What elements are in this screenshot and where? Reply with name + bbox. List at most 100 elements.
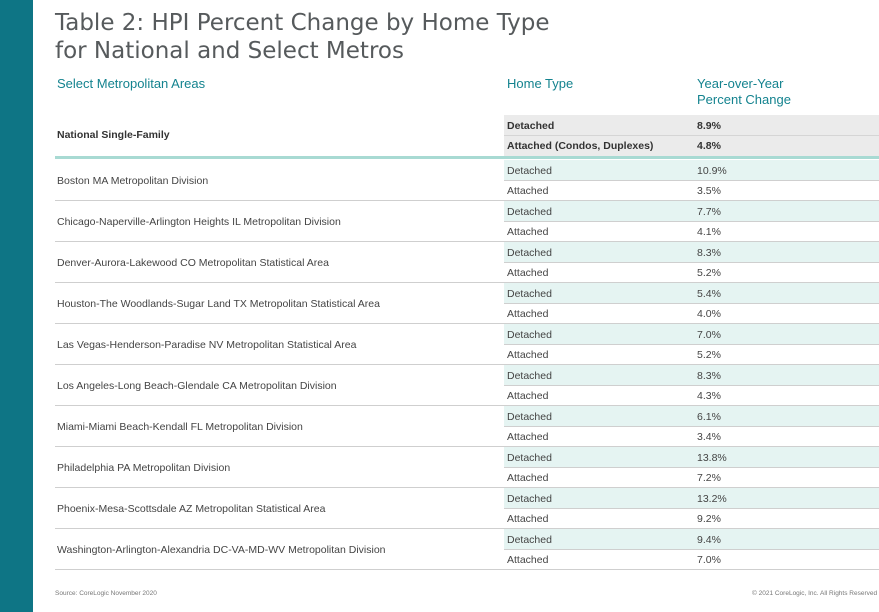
- table-row-group: Houston-The Woodlands-Sugar Land TX Metr…: [55, 283, 879, 324]
- title-line-2: for National and Select Metros: [55, 38, 404, 64]
- attached-value: 4.3%: [697, 390, 721, 402]
- table-row-group: Los Angeles-Long Beach-Glendale CA Metro…: [55, 365, 879, 406]
- attached-type-label: Attached: [507, 267, 549, 279]
- metro-name: Las Vegas-Henderson-Paradise NV Metropol…: [57, 339, 357, 351]
- detached-value: 13.8%: [697, 452, 727, 464]
- detached-value: 13.2%: [697, 493, 727, 505]
- copyright-note: © 2021 CoreLogic, Inc. All Rights Reserv…: [752, 590, 878, 597]
- row-divider: [504, 180, 879, 181]
- metro-name: Washington-Arlington-Alexandria DC-VA-MD…: [57, 544, 386, 556]
- source-note: Source: CoreLogic November 2020: [55, 590, 157, 597]
- detached-value: 10.9%: [697, 165, 727, 177]
- metro-name: Philadelphia PA Metropolitan Division: [57, 462, 231, 474]
- detached-row-shade: [504, 488, 879, 508]
- row-divider: [504, 426, 879, 427]
- column-header-yoy-line-2: Percent Change: [697, 92, 791, 107]
- header-divider: [55, 156, 879, 159]
- detached-type-label: Detached: [507, 247, 552, 259]
- table-row-group: Washington-Arlington-Alexandria DC-VA-MD…: [55, 529, 879, 570]
- row-divider: [504, 344, 879, 345]
- column-header-metro: Select Metropolitan Areas: [57, 76, 206, 91]
- attached-value: 4.1%: [697, 226, 721, 238]
- row-divider: [504, 221, 879, 222]
- detached-row-shade: [504, 447, 879, 467]
- detached-type-label: Detached: [507, 452, 552, 464]
- row-divider: [504, 385, 879, 386]
- detached-row-shade: [504, 201, 879, 221]
- attached-value: 9.2%: [697, 513, 721, 525]
- metro-name: Houston-The Woodlands-Sugar Land TX Metr…: [57, 298, 380, 310]
- detached-type-label: Detached: [507, 534, 552, 546]
- group-separator: [55, 446, 879, 447]
- attached-value: 4.0%: [697, 308, 721, 320]
- attached-value: 7.0%: [697, 554, 721, 566]
- attached-value: 5.2%: [697, 349, 721, 361]
- group-separator: [55, 528, 879, 529]
- group-separator: [55, 405, 879, 406]
- detached-type-label: Detached: [507, 411, 552, 423]
- national-detached-value: 8.9%: [697, 120, 721, 132]
- detached-type-label: Detached: [507, 206, 552, 218]
- column-header-home-type: Home Type: [507, 76, 574, 91]
- detached-value: 6.1%: [697, 411, 721, 423]
- detached-value: 7.7%: [697, 206, 721, 218]
- detached-value: 7.0%: [697, 329, 721, 341]
- table-row-group: Miami-Miami Beach-Kendall FL Metropolita…: [55, 406, 879, 447]
- detached-row-shade: [504, 365, 879, 385]
- attached-value: 3.4%: [697, 431, 721, 443]
- row-divider: [504, 262, 879, 263]
- group-separator: [55, 364, 879, 365]
- column-header-yoy: Year-over-Year Percent Change: [697, 76, 827, 108]
- detached-value: 8.3%: [697, 370, 721, 382]
- national-detached-type: Detached: [507, 120, 555, 132]
- left-accent-bar: [0, 0, 33, 612]
- metro-name: Miami-Miami Beach-Kendall FL Metropolita…: [57, 421, 303, 433]
- attached-type-label: Attached: [507, 554, 549, 566]
- detached-type-label: Detached: [507, 288, 552, 300]
- row-divider: [504, 303, 879, 304]
- attached-value: 7.2%: [697, 472, 721, 484]
- column-header-yoy-line-1: Year-over-Year: [697, 76, 784, 91]
- attached-type-label: Attached: [507, 226, 549, 238]
- row-divider: [504, 508, 879, 509]
- detached-value: 8.3%: [697, 247, 721, 259]
- table-row-group: Las Vegas-Henderson-Paradise NV Metropol…: [55, 324, 879, 365]
- group-separator: [55, 282, 879, 283]
- national-row: National Single-Family Detached 8.9% Att…: [55, 115, 879, 156]
- detached-row-shade: [504, 406, 879, 426]
- detached-value: 9.4%: [697, 534, 721, 546]
- detached-type-label: Detached: [507, 370, 552, 382]
- national-attached-type: Attached (Condos, Duplexes): [507, 140, 654, 152]
- group-separator: [55, 200, 879, 201]
- attached-value: 5.2%: [697, 267, 721, 279]
- metro-name: Phoenix-Mesa-Scottsdale AZ Metropolitan …: [57, 503, 326, 515]
- detached-row-shade: [504, 529, 879, 549]
- attached-type-label: Attached: [507, 431, 549, 443]
- attached-type-label: Attached: [507, 308, 549, 320]
- table-row-group: Chicago-Naperville-Arlington Heights IL …: [55, 201, 879, 242]
- detached-type-label: Detached: [507, 493, 552, 505]
- row-divider: [504, 549, 879, 550]
- attached-type-label: Attached: [507, 185, 549, 197]
- table-row-group: Boston MA Metropolitan Division Detached 1…: [55, 160, 879, 201]
- attached-type-label: Attached: [507, 513, 549, 525]
- detached-row-shade: [504, 242, 879, 262]
- page-title: Table 2: HPI Percent Change by Home Type…: [55, 9, 550, 65]
- metro-name: Boston MA Metropolitan Division: [57, 175, 209, 187]
- group-separator: [55, 569, 879, 570]
- row-divider: [504, 467, 879, 468]
- detached-type-label: Detached: [507, 165, 552, 177]
- title-line-1: Table 2: HPI Percent Change by Home Type: [55, 10, 550, 36]
- detached-value: 5.4%: [697, 288, 721, 300]
- attached-type-label: Attached: [507, 390, 549, 402]
- national-attached-value: 4.8%: [697, 140, 721, 152]
- detached-row-shade: [504, 283, 879, 303]
- attached-type-label: Attached: [507, 349, 549, 361]
- group-separator: [55, 323, 879, 324]
- detached-type-label: Detached: [507, 329, 552, 341]
- attached-value: 3.5%: [697, 185, 721, 197]
- metro-name: Chicago-Naperville-Arlington Heights IL …: [57, 216, 341, 228]
- detached-row-shade: [504, 160, 879, 180]
- table-row-group: Philadelphia PA Metropolitan Division Det…: [55, 447, 879, 488]
- detached-row-shade: [504, 324, 879, 344]
